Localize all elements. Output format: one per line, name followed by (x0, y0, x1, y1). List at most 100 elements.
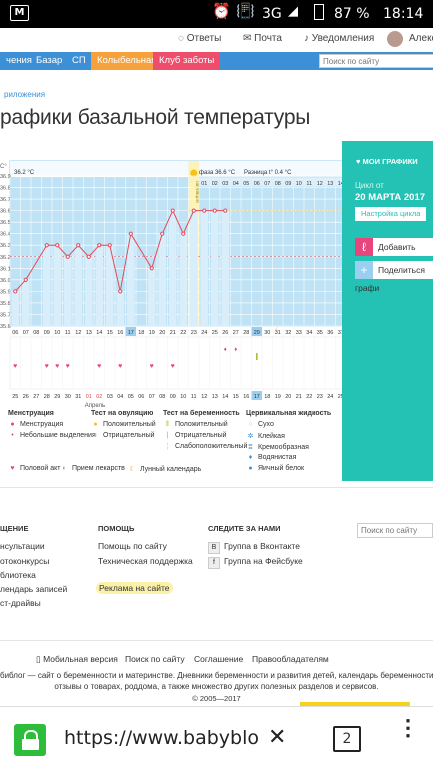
temperature-line (172, 210, 184, 234)
temperature-point (107, 243, 112, 248)
date-label: 27 (33, 394, 39, 400)
footer-support-link[interactable]: Техническая поддержка (98, 556, 193, 566)
cycle-day-label: 36 (327, 330, 333, 336)
nav-item-care-club[interactable]: Клуб заботы (153, 52, 221, 70)
tabs-button[interactable]: 2 (333, 726, 361, 752)
phase-day-label: 03 (222, 181, 228, 187)
temperature-bar (211, 210, 219, 326)
date-label: 21 (296, 394, 302, 400)
phase-day-label: 11 (306, 181, 312, 187)
avatar[interactable] (387, 31, 403, 47)
vk-group-link[interactable]: B Группа в Вконтакте (208, 541, 300, 554)
cycle-day-label: 32 (285, 330, 291, 336)
breadcrumb[interactable]: риложения (4, 90, 46, 99)
legend-menstruation: ● Менструация (8, 421, 63, 428)
plus-icon: + (355, 261, 373, 279)
footer-ads-link[interactable]: Реклама на сайте (96, 582, 173, 594)
y-tick-label: 36.5 (0, 220, 11, 226)
footer-help-heading: ПОМОЩЬ (98, 524, 135, 533)
heart-icon: ♥ (66, 363, 70, 370)
cycle-day-label: 15 (107, 330, 113, 336)
y-tick-label: 36.4 (0, 232, 11, 238)
temperature-point (181, 231, 186, 236)
phase-day-label: 14 (338, 181, 342, 187)
temperature-bar (11, 291, 19, 326)
date-label: 10 (180, 394, 186, 400)
thermometer-icon: ℓ (355, 238, 373, 256)
date-label: 17 (254, 394, 260, 400)
cycle-day-label: 20 (159, 330, 165, 336)
temperature-line (88, 244, 100, 258)
heart-icon: ♥ (97, 363, 101, 370)
temperature-point (128, 231, 133, 236)
y-tick-label: 36.1 (0, 266, 11, 272)
my-charts-link[interactable]: ♥ МОИ ГРАФИКИ (356, 157, 418, 166)
footer-help-link[interactable]: Помощь по сайту (98, 541, 167, 551)
date-label: 04 (117, 394, 123, 400)
temperature-line (14, 279, 27, 292)
cycle-from-label: Цикл от (355, 181, 384, 190)
nav-item-bazaar[interactable]: Базар (36, 55, 63, 66)
close-icon[interactable]: ✕ (268, 725, 287, 750)
cycle-day-label: 06 (12, 330, 18, 336)
date-label: 20 (285, 394, 291, 400)
footer-link[interactable]: блиотека (0, 570, 36, 580)
temperature-bar (127, 233, 135, 326)
date-label: 18 (264, 394, 270, 400)
temperature-bar (148, 268, 156, 326)
temperature-line (161, 210, 174, 234)
footer-search-input[interactable] (357, 523, 433, 538)
footer-link[interactable]: нсультации (0, 541, 45, 551)
mobile-version-link[interactable]: ▯ Мобильная версия (36, 654, 118, 664)
temperature-point (55, 243, 60, 248)
cycle-day-label: 34 (306, 330, 312, 336)
nav-item-sp[interactable]: СП (72, 55, 86, 66)
vk-icon: B (208, 542, 220, 554)
answers-link[interactable]: ◌ Ответы (178, 33, 222, 44)
search-input[interactable] (319, 54, 433, 68)
drop-icon: ● (10, 421, 15, 428)
menu-icon[interactable]: ⋮ (397, 715, 419, 740)
mail-icon: ✉ (243, 33, 252, 44)
y-tick-label: 35.8 (0, 301, 11, 307)
footer-link[interactable]: ст-драйвы (0, 598, 41, 608)
heart-icon: ♥ (356, 157, 361, 166)
share-chart-button[interactable]: + Поделиться графи (355, 261, 433, 293)
bbt-chart: C° 36.2 °C 2 фаза 36.6 °C Разница t° 0.4 °C… (0, 160, 342, 409)
phase-day-label: 12 (317, 181, 323, 187)
chart-header-band (10, 161, 342, 176)
date-label: 13 (212, 394, 218, 400)
cycle-day-label: 21 (170, 330, 176, 336)
temperature-line (25, 244, 48, 281)
mail-link[interactable]: ✉ Почта (243, 33, 282, 44)
date-label: 01 (86, 394, 92, 400)
footer-link[interactable]: отоконкурсы (0, 556, 50, 566)
temperature-bar (190, 210, 198, 326)
phase-day-label: 13 (327, 181, 333, 187)
secure-lock-icon[interactable] (14, 724, 46, 756)
y-tick-label: 36.3 (0, 243, 11, 249)
copyright-holders-link[interactable]: Правообладателям (252, 654, 329, 664)
date-label: 08 (159, 394, 165, 400)
user-name[interactable]: Алекса (409, 33, 433, 44)
temperature-point (118, 289, 123, 294)
fb-group-link[interactable]: f Группа на Фейсбуке (208, 556, 303, 569)
phase-day-label: 05 (243, 181, 249, 187)
url-field[interactable]: https://www.babyblog.r (64, 727, 260, 749)
site-header: ◌ Ответы ✉ Почта ♪ Уведомления Алекса (0, 28, 433, 53)
agreement-link[interactable]: Соглашение (194, 654, 244, 664)
heart-icon: ♥ (171, 363, 175, 370)
footer-link[interactable]: лендарь записей (0, 584, 68, 594)
nav-item-education[interactable]: чения (6, 55, 32, 66)
nav-item-lullaby[interactable]: Колыбельная (91, 52, 163, 70)
temperature-line (67, 244, 79, 258)
cycle-day-label: 37 (338, 330, 342, 336)
cycle-day-label: 12 (75, 330, 81, 336)
cycle-settings-button[interactable]: Настройка цикла (355, 207, 427, 221)
site-search-link[interactable]: Поиск по сайту (125, 654, 185, 664)
cycle-day-label: 29 (254, 330, 260, 336)
notifications-link[interactable]: ♪ Уведомления (304, 33, 375, 44)
y-tick-label: 35.7 (0, 312, 11, 318)
legend-fluid-heading: Цервикальная жидкость (246, 410, 332, 417)
